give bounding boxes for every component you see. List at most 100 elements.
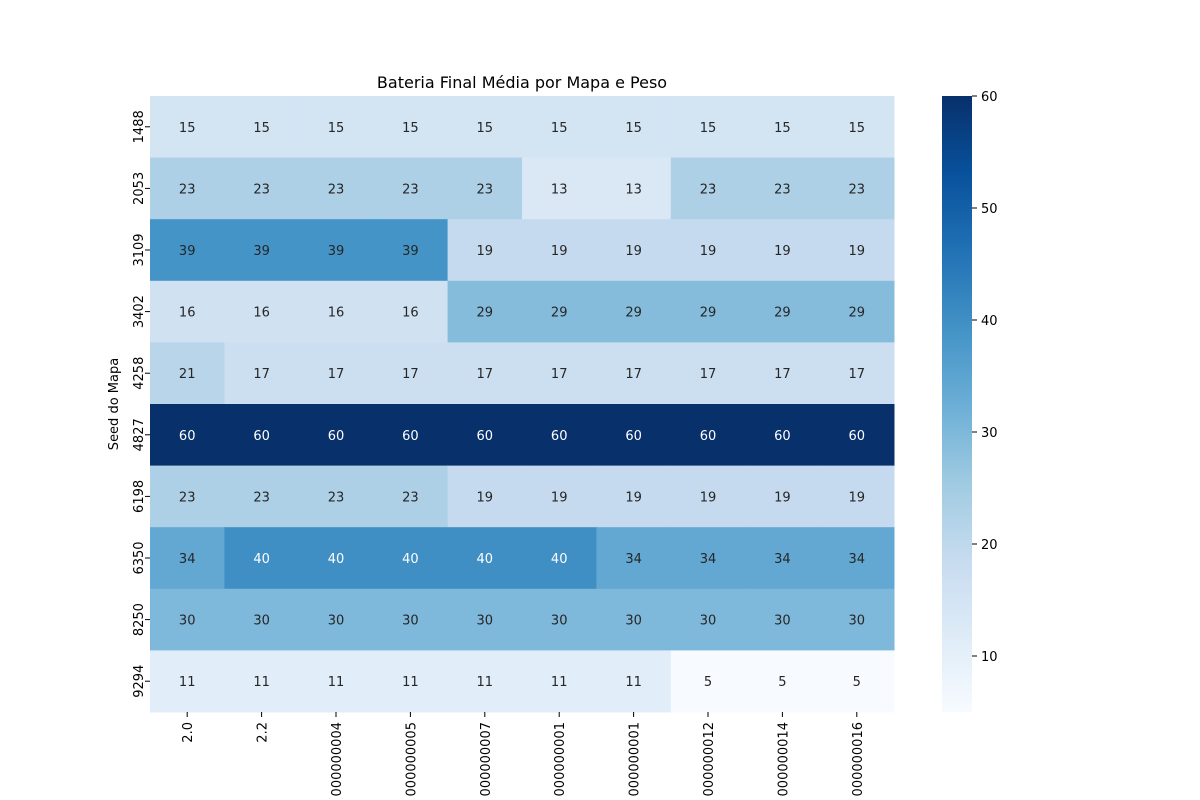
heatmap-cell bbox=[150, 342, 225, 405]
heatmap-cell bbox=[298, 219, 374, 282]
heatmap-cell bbox=[150, 157, 225, 220]
cell-value-label: 17 bbox=[551, 367, 568, 382]
heatmap-cell bbox=[670, 219, 746, 282]
cell-value-label: 11 bbox=[551, 675, 568, 690]
cell-value-label: 30 bbox=[402, 614, 419, 629]
heatmap-cell bbox=[447, 527, 523, 590]
heatmap-cell bbox=[150, 527, 225, 590]
heatmap-cell bbox=[522, 588, 597, 651]
heatmap-cell bbox=[745, 157, 821, 220]
heatmap-cell bbox=[522, 96, 597, 159]
cell-value-label: 23 bbox=[700, 182, 717, 197]
heatmap-cell bbox=[670, 650, 746, 713]
heatmap-cell bbox=[373, 219, 449, 282]
heatmap-cell bbox=[224, 527, 300, 590]
cell-value-label: 40 bbox=[328, 552, 345, 567]
cell-value-label: 16 bbox=[253, 306, 270, 321]
cell-value-label: 17 bbox=[328, 367, 345, 382]
heatmap-cell bbox=[447, 157, 523, 220]
cell-value-label: 30 bbox=[700, 614, 717, 629]
x-tick-label: 000000014 bbox=[776, 722, 791, 796]
y-tick-label: 8250 bbox=[132, 603, 147, 636]
heatmap-cell bbox=[373, 465, 449, 528]
y-tick-label: 2053 bbox=[132, 172, 147, 205]
heatmap-cell bbox=[819, 404, 895, 467]
heatmap-cell bbox=[522, 342, 597, 405]
cell-value-label: 23 bbox=[477, 182, 494, 197]
heatmap-cell bbox=[819, 219, 895, 282]
cell-value-label: 34 bbox=[849, 552, 866, 567]
heatmap-cell bbox=[596, 588, 672, 651]
heatmap-cell bbox=[745, 404, 821, 467]
cell-value-label: 19 bbox=[477, 490, 494, 505]
heatmap-cell bbox=[373, 588, 449, 651]
cell-value-label: 15 bbox=[477, 121, 494, 136]
cell-value-label: 34 bbox=[700, 552, 717, 567]
x-tick-label: 000000012 bbox=[702, 722, 717, 796]
cell-value-label: 23 bbox=[849, 182, 866, 197]
cell-value-label: 60 bbox=[402, 429, 419, 444]
cell-value-label: 15 bbox=[625, 121, 642, 136]
y-tick-label: 4258 bbox=[132, 357, 147, 390]
heatmap-cell bbox=[150, 280, 225, 343]
heatmap-cell bbox=[596, 219, 672, 282]
cell-value-label: 15 bbox=[774, 121, 791, 136]
heatmap-cell bbox=[819, 588, 895, 651]
cell-value-label: 60 bbox=[179, 429, 196, 444]
cell-value-label: 17 bbox=[625, 367, 642, 382]
heatmap-cell bbox=[373, 527, 449, 590]
heatmap-cell bbox=[522, 404, 597, 467]
cell-value-label: 39 bbox=[179, 244, 196, 259]
heatmap-cell bbox=[224, 342, 300, 405]
heatmap-cell bbox=[745, 588, 821, 651]
cell-value-label: 23 bbox=[402, 490, 419, 505]
x-tick-label: 000000007 bbox=[479, 722, 494, 796]
heatmap-cell bbox=[819, 527, 895, 590]
heatmap-cell bbox=[224, 650, 300, 713]
colorbar-gradient bbox=[942, 96, 972, 712]
x-tick-label: 000000005 bbox=[404, 722, 419, 796]
cell-value-label: 40 bbox=[402, 552, 419, 567]
heatmap-cell bbox=[522, 157, 597, 220]
heatmap-cell bbox=[373, 404, 449, 467]
heatmap-cell bbox=[745, 650, 821, 713]
cell-value-label: 23 bbox=[179, 182, 196, 197]
heatmap-cell bbox=[373, 280, 449, 343]
heatmap-cell bbox=[522, 280, 597, 343]
heatmap-cell bbox=[298, 588, 374, 651]
heatmap-cell bbox=[373, 342, 449, 405]
heatmap-cell bbox=[522, 219, 597, 282]
cell-value-label: 29 bbox=[551, 306, 568, 321]
heatmap-cell bbox=[447, 342, 523, 405]
y-tick-label: 3402 bbox=[132, 295, 147, 328]
cell-value-label: 23 bbox=[328, 182, 345, 197]
heatmap-cell bbox=[819, 96, 895, 159]
heatmap-cell bbox=[224, 588, 300, 651]
heatmap-cell bbox=[745, 342, 821, 405]
heatmap-cell bbox=[373, 157, 449, 220]
cell-value-label: 29 bbox=[700, 306, 717, 321]
heatmap-cell bbox=[670, 96, 746, 159]
cell-value-label: 15 bbox=[700, 121, 717, 136]
cell-value-label: 60 bbox=[551, 429, 568, 444]
cell-value-label: 5 bbox=[853, 675, 861, 690]
cell-value-label: 40 bbox=[477, 552, 494, 567]
x-tick-label: 000000001 bbox=[628, 722, 643, 796]
x-tick-label: 2.2 bbox=[256, 722, 271, 743]
y-tick-label: 6198 bbox=[132, 480, 147, 513]
heatmap-cell bbox=[596, 404, 672, 467]
cell-value-label: 11 bbox=[179, 675, 196, 690]
x-tick-label: 000000004 bbox=[330, 722, 345, 796]
heatmap-cell bbox=[224, 219, 300, 282]
cell-value-label: 34 bbox=[625, 552, 642, 567]
cell-value-label: 19 bbox=[700, 490, 717, 505]
heatmap-cell bbox=[745, 219, 821, 282]
heatmap-cell bbox=[224, 404, 300, 467]
cell-value-label: 29 bbox=[625, 306, 642, 321]
colorbar-tick-label: 40 bbox=[981, 314, 998, 329]
heatmap-cell bbox=[522, 527, 597, 590]
heatmap-cell bbox=[298, 527, 374, 590]
heatmap-cell bbox=[150, 96, 225, 159]
cell-value-label: 29 bbox=[774, 306, 791, 321]
